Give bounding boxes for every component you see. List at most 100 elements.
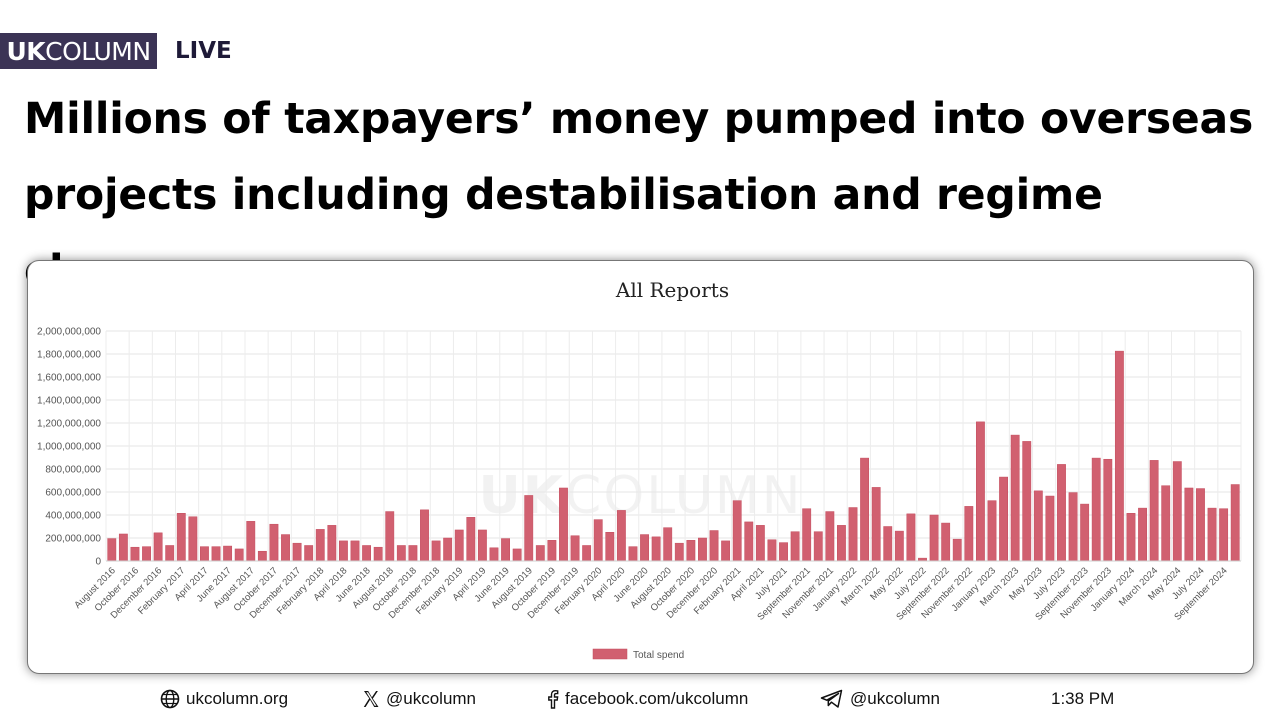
bar <box>732 500 742 562</box>
footer-facebook[interactable]: facebook.com/ukcolumn <box>545 689 748 709</box>
bar <box>489 547 499 562</box>
logo-uk-text: UK <box>6 36 46 66</box>
bar <box>362 545 372 562</box>
y-tick-label: 200,000,000 <box>45 534 101 545</box>
bar <box>825 511 835 562</box>
footer-telegram[interactable]: @ukcolumn <box>820 689 940 709</box>
bar <box>373 546 383 562</box>
footer-telegram-text: @ukcolumn <box>850 689 941 708</box>
bar <box>1068 492 1078 562</box>
bar <box>257 550 267 562</box>
bar <box>1149 460 1159 562</box>
bar <box>964 506 974 562</box>
bar <box>477 529 487 562</box>
facebook-icon <box>548 689 559 709</box>
bar <box>512 548 522 562</box>
bar <box>142 546 151 562</box>
bar <box>420 509 429 562</box>
bar <box>906 513 916 562</box>
bar <box>999 476 1008 562</box>
bar <box>709 530 719 562</box>
bar <box>200 546 209 562</box>
bar <box>628 546 638 562</box>
bar <box>1057 464 1066 562</box>
y-tick-label: 1,000,000,000 <box>37 442 101 453</box>
bar <box>640 534 649 562</box>
footer-x-text: @ukcolumn <box>386 689 477 708</box>
bar <box>975 421 985 562</box>
y-tick-label: 400,000,000 <box>45 511 101 522</box>
bar <box>501 538 510 562</box>
headline-line-1: Millions of taxpayers’ money pumped into… <box>24 95 1254 144</box>
y-tick-label: 600,000,000 <box>45 488 101 499</box>
bar <box>547 540 557 562</box>
bar <box>1022 441 1032 562</box>
bar <box>860 457 870 562</box>
bar <box>269 523 279 562</box>
bar <box>755 525 765 562</box>
bar <box>454 529 464 562</box>
bar <box>894 530 904 562</box>
bar <box>813 531 823 562</box>
bar <box>1161 485 1171 562</box>
y-tick-label: 0 <box>95 557 101 568</box>
globe-icon <box>160 689 180 709</box>
y-tick-label: 1,600,000,000 <box>37 373 101 384</box>
bar <box>837 525 846 562</box>
bar <box>211 546 221 562</box>
live-badge: LIVE <box>175 38 232 64</box>
bar <box>848 507 858 562</box>
brand-bar: UK COLUMN LIVE <box>0 33 232 69</box>
bar <box>350 540 360 562</box>
bar <box>304 545 314 562</box>
bar <box>292 542 302 562</box>
bar <box>315 529 325 562</box>
bar <box>1196 488 1205 562</box>
footer-x[interactable]: @ukcolumn <box>362 689 476 709</box>
bar <box>1138 507 1147 562</box>
bar <box>1219 508 1229 562</box>
bar <box>802 508 812 562</box>
bar <box>686 540 696 562</box>
bar <box>524 495 534 562</box>
bar <box>744 521 754 562</box>
x-logo-icon <box>363 691 379 707</box>
bar <box>663 527 673 562</box>
bar <box>1126 513 1136 562</box>
bar <box>779 542 788 562</box>
bar <box>396 545 406 562</box>
bar <box>118 533 128 562</box>
bar <box>721 540 731 562</box>
bar <box>1184 487 1194 562</box>
bar <box>1207 507 1217 562</box>
chart-card: UKCOLUMN All Reports 0 200,000,000 400,000,… <box>27 260 1254 674</box>
footer-time: 1:38 PM <box>1051 689 1114 709</box>
bar <box>1045 495 1055 562</box>
bar <box>883 526 893 562</box>
bar <box>582 545 592 562</box>
bar <box>616 510 626 562</box>
bar <box>790 531 800 562</box>
y-tick-label: 1,200,000,000 <box>37 419 101 430</box>
bar <box>223 545 233 562</box>
bar <box>1103 458 1113 562</box>
bar <box>176 513 186 562</box>
bar <box>605 532 615 562</box>
bar <box>1114 350 1124 562</box>
ukcolumn-logo[interactable]: UK COLUMN <box>0 33 157 69</box>
bar <box>1080 503 1090 562</box>
bar <box>987 500 997 562</box>
bar <box>698 537 707 562</box>
bar <box>431 540 441 562</box>
bar <box>1091 457 1101 562</box>
footer-website-text: ukcolumn.org <box>186 689 289 708</box>
bar <box>466 517 476 562</box>
telegram-icon <box>820 689 843 708</box>
bar <box>651 536 661 562</box>
bar <box>153 532 163 562</box>
bar <box>130 546 140 562</box>
bar <box>767 539 777 562</box>
bar <box>234 548 244 562</box>
footer-website[interactable]: ukcolumn.org <box>160 689 288 709</box>
footer-facebook-text: facebook.com/ukcolumn <box>565 689 749 708</box>
